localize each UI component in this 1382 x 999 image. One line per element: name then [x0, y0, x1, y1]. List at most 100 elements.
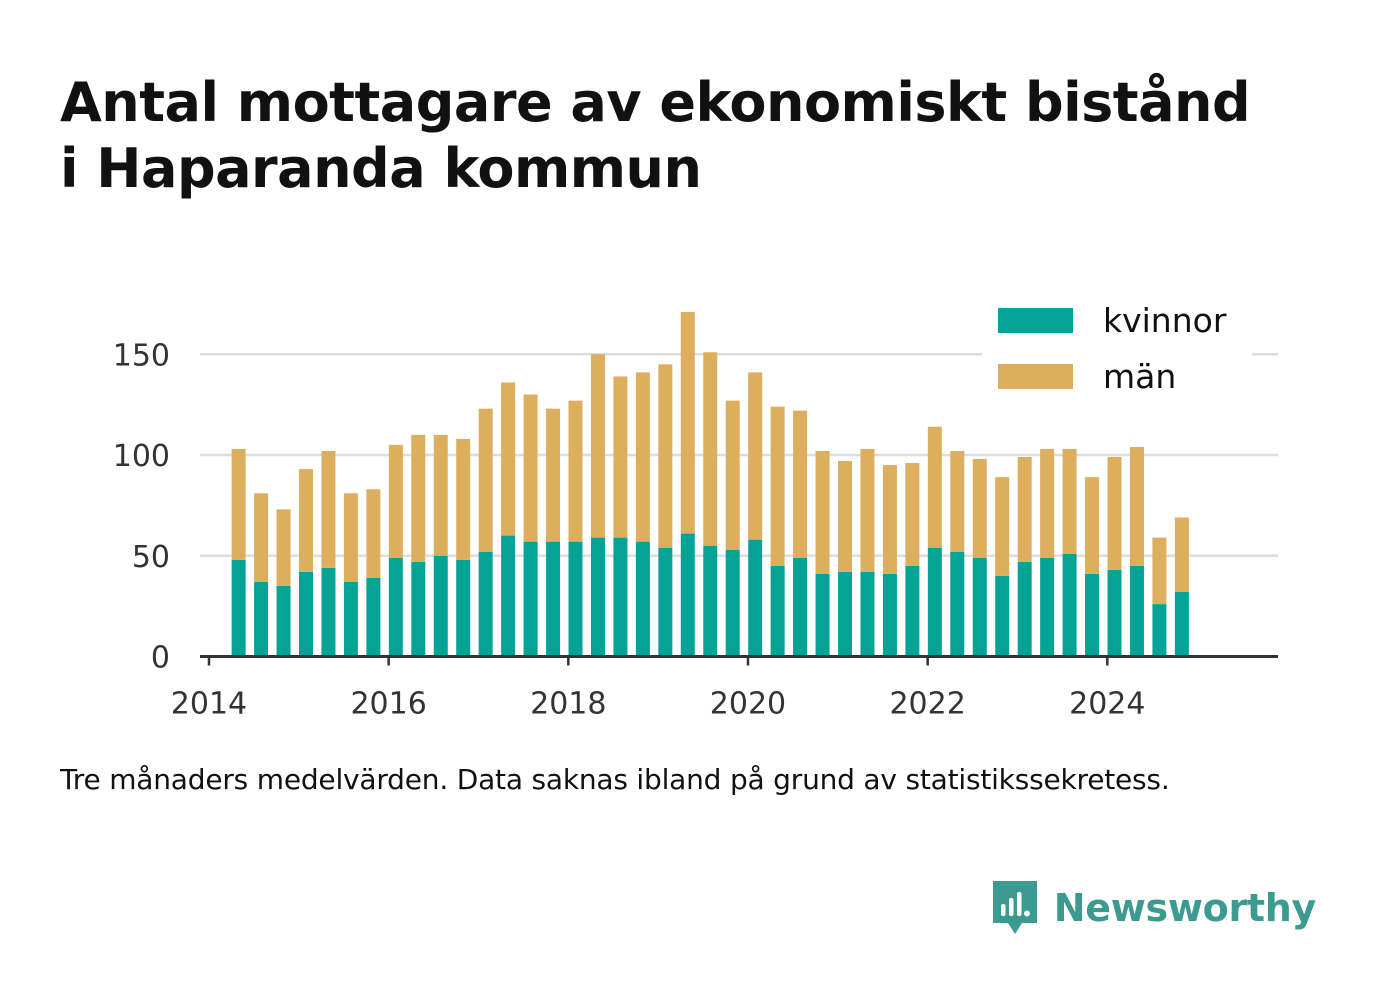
bar-man-7 [388, 444, 403, 558]
bar-man-15 [568, 400, 583, 542]
bar-kvinnor-13 [523, 541, 538, 657]
bar-kvinnor-2 [276, 585, 291, 657]
bar-man-35 [1017, 457, 1032, 562]
bar-kvinnor-42 [1174, 592, 1189, 657]
bar-man-18 [635, 372, 650, 542]
bar-man-13 [523, 394, 538, 542]
bar-kvinnor-18 [635, 541, 650, 657]
x-tick-label-2024: 2024 [1069, 687, 1145, 722]
bar-kvinnor-41 [1152, 604, 1167, 657]
bar-kvinnor-29 [882, 573, 897, 657]
y-tick-label-100: 100 [113, 439, 170, 474]
x-tick-label-2018: 2018 [530, 687, 606, 722]
bar-man-11 [478, 408, 493, 552]
bar-man-3 [299, 469, 314, 572]
bar-kvinnor-15 [568, 541, 583, 657]
bar-man-4 [321, 450, 336, 568]
bar-man-27 [838, 461, 853, 572]
bar-kvinnor-0 [231, 559, 246, 657]
bar-kvinnor-7 [388, 557, 403, 657]
bar-man-2 [276, 509, 291, 586]
bar-man-9 [433, 434, 448, 556]
x-tick-label-2016: 2016 [350, 687, 426, 722]
bar-man-5 [343, 493, 358, 582]
bar-man-19 [658, 364, 673, 548]
bar-man-24 [770, 406, 785, 566]
x-tick-label-2020: 2020 [710, 687, 786, 722]
bar-man-37 [1062, 448, 1077, 554]
bar-man-10 [456, 438, 471, 560]
bar-kvinnor-23 [748, 539, 763, 657]
bar-kvinnor-37 [1062, 553, 1077, 657]
bar-kvinnor-16 [590, 537, 605, 657]
bar-man-36 [1040, 448, 1055, 558]
legend-label-man: män [1103, 357, 1176, 396]
bar-man-20 [680, 311, 695, 534]
bar-kvinnor-25 [793, 557, 808, 657]
bar-kvinnor-21 [703, 545, 718, 657]
bar-kvinnor-10 [456, 559, 471, 657]
bar-man-17 [613, 376, 628, 538]
bar-man-6 [366, 489, 381, 578]
bar-man-21 [703, 352, 718, 546]
bar-man-42 [1174, 517, 1189, 593]
bars [231, 311, 1189, 657]
legend: kvinnor män [982, 296, 1252, 420]
brand: Newsworthy [990, 878, 1316, 938]
bar-man-0 [231, 448, 246, 560]
bar-man-1 [254, 493, 269, 582]
bar-kvinnor-3 [299, 571, 314, 657]
x-tick-label-2022: 2022 [889, 687, 965, 722]
bar-kvinnor-1 [254, 581, 269, 657]
bar-kvinnor-19 [658, 547, 673, 657]
bar-kvinnor-38 [1085, 573, 1100, 657]
bar-man-26 [815, 450, 830, 574]
bar-kvinnor-17 [613, 537, 628, 657]
brand-name: Newsworthy [1053, 886, 1317, 930]
bar-man-29 [882, 465, 897, 574]
legend-swatch-man [998, 364, 1073, 389]
bar-kvinnor-22 [725, 549, 740, 657]
bar-man-30 [905, 463, 920, 566]
stacked-bar-chart: 0 50 100 150 2014 2016 2018 2020 2022 2024 kvinno… [113, 296, 1278, 722]
bar-man-33 [972, 459, 987, 558]
bar-kvinnor-6 [366, 577, 381, 657]
bar-man-12 [501, 382, 516, 536]
bar-kvinnor-8 [411, 561, 426, 657]
bar-kvinnor-40 [1129, 565, 1144, 657]
bar-man-31 [927, 426, 942, 548]
bar-kvinnor-26 [815, 573, 830, 657]
bar-kvinnor-5 [343, 581, 358, 657]
bar-kvinnor-34 [995, 575, 1010, 657]
bar-kvinnor-36 [1040, 557, 1055, 657]
axes: 0 50 100 150 2014 2016 2018 2020 2022 2024 [113, 338, 1278, 722]
bar-kvinnor-31 [927, 547, 942, 657]
bar-kvinnor-27 [838, 571, 853, 657]
bar-kvinnor-11 [478, 551, 493, 657]
chart-title-line-1: Antal mottagare av ekonomiskt bistånd [60, 71, 1251, 134]
x-tick-label-2014: 2014 [171, 687, 247, 722]
y-tick-label-50: 50 [132, 540, 170, 575]
bar-kvinnor-39 [1107, 569, 1122, 657]
bar-man-8 [411, 434, 426, 562]
chart-caption: Tre månaders medelvärden. Data saknas ib… [60, 763, 1170, 796]
bar-kvinnor-28 [860, 571, 875, 657]
bar-kvinnor-33 [972, 557, 987, 657]
newsworthy-logo-icon [992, 881, 1037, 934]
bar-man-25 [793, 410, 808, 558]
bar-man-16 [590, 354, 605, 538]
bar-kvinnor-12 [501, 535, 516, 657]
bar-man-34 [995, 477, 1010, 576]
chart-title: Antal mottagare av ekonomiskt bistånd i … [60, 70, 1350, 202]
bar-man-28 [860, 448, 875, 572]
bar-man-14 [546, 408, 561, 542]
bar-kvinnor-24 [770, 565, 785, 657]
y-tick-label-150: 150 [113, 338, 170, 373]
bar-kvinnor-30 [905, 565, 920, 657]
bar-kvinnor-35 [1017, 561, 1032, 657]
y-tick-label-0: 0 [151, 641, 170, 676]
bar-man-41 [1152, 537, 1167, 605]
chart-title-line-2: i Haparanda kommun [60, 137, 702, 200]
bar-kvinnor-4 [321, 567, 336, 657]
bar-man-39 [1107, 457, 1122, 570]
